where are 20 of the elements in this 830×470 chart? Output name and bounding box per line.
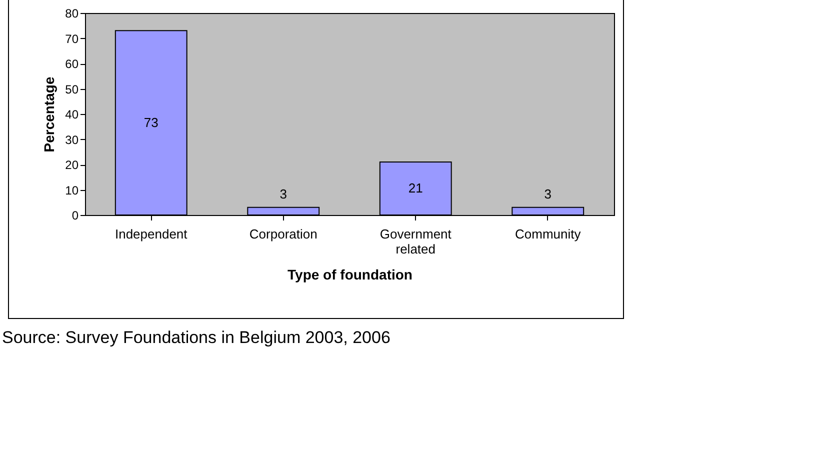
y-tick-label: 80 — [65, 6, 79, 20]
y-tick-label: 30 — [65, 132, 79, 147]
data-label: 3 — [544, 186, 552, 202]
y-tick-label: 20 — [65, 158, 79, 172]
data-label: 21 — [408, 180, 423, 196]
data-label: 73 — [144, 114, 158, 130]
y-tick-label: 40 — [65, 108, 79, 122]
x-tick-label: Government related — [380, 226, 452, 256]
x-tick-label: Community — [515, 226, 582, 242]
source-note: Source: Survey Foundations in Belgium 2003, 2006 — [2, 328, 390, 348]
y-tick-label: 10 — [65, 183, 79, 198]
x-tick-label: Independent — [114, 226, 188, 242]
x-axis-title: Type of foundation — [288, 266, 412, 282]
x-tick-label: Corporation — [249, 226, 318, 242]
y-tick-label: 70 — [65, 32, 79, 46]
y-tick-label: 0 — [72, 208, 79, 222]
y-tick-label: 60 — [65, 57, 79, 71]
y-tick-label: 50 — [65, 82, 79, 96]
data-label: 3 — [280, 186, 287, 202]
y-axis-title: Percentage — [41, 76, 58, 152]
